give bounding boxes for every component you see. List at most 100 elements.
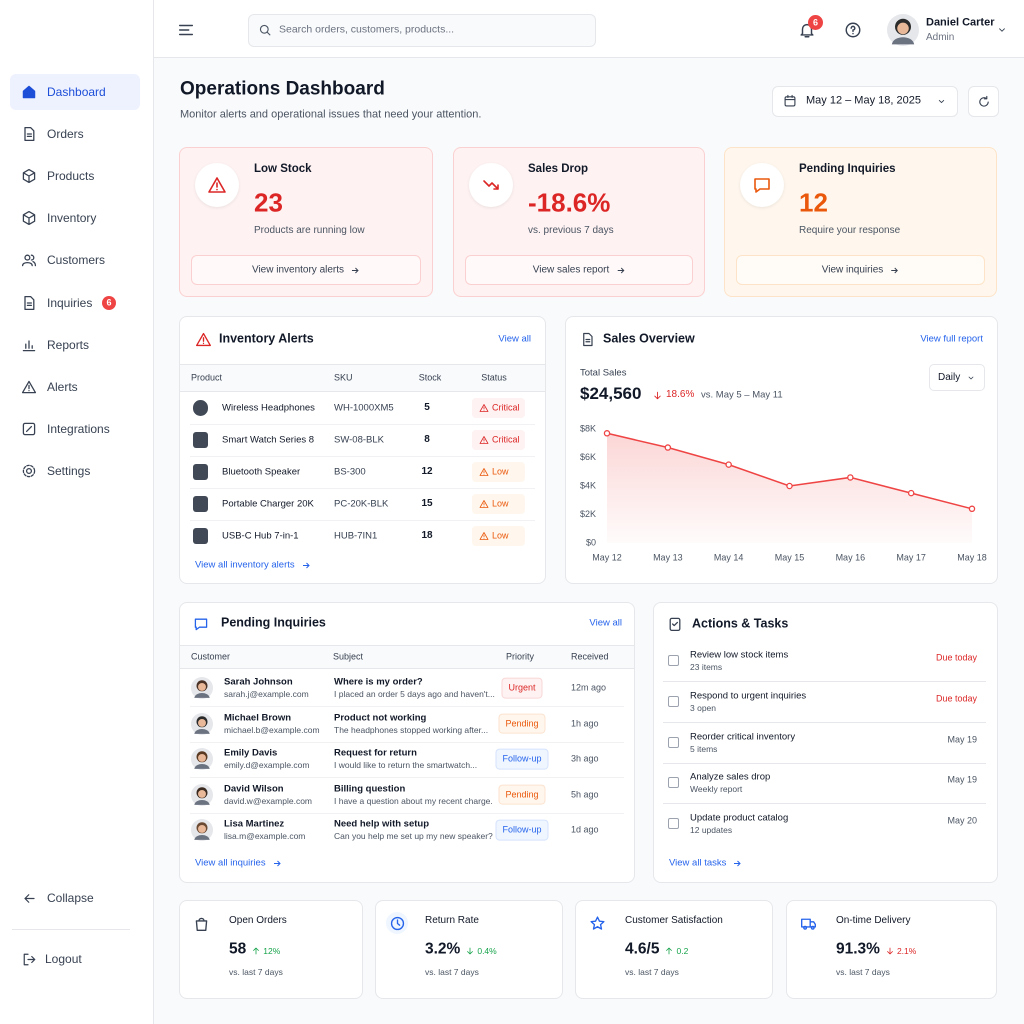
nav-item[interactable]: Alerts [47, 379, 78, 394]
view-all[interactable]: View all [589, 618, 622, 629]
trend-arrow-shape [653, 391, 661, 399]
alert-icon [754, 178, 770, 193]
tasks-icon [669, 617, 681, 632]
collapse[interactable]: Collapse [47, 890, 94, 905]
view-all-text[interactable]: View all [498, 333, 531, 345]
alert-link-text[interactable]: View inventory alerts [251, 264, 345, 276]
refresh-icon-shape [978, 95, 989, 107]
view-all-text[interactable]: View all [589, 617, 622, 629]
sidebar [0, 0, 154, 1024]
sales-icon [582, 332, 593, 346]
task-checkbox[interactable] [668, 777, 679, 789]
column-header: SKU [334, 372, 353, 383]
help-button-shape [850, 25, 856, 35]
table-footer-link[interactable]: View all tasks [669, 858, 742, 869]
column-header: Received [571, 651, 609, 662]
kpi-title: On-time Delivery [836, 915, 911, 926]
task-title: Respond to urgent inquiries [690, 690, 807, 702]
table-footer-link-text[interactable]: View all inquiries [195, 857, 266, 869]
kpi-change: 12% [263, 945, 281, 956]
task-checkbox[interactable] [668, 818, 679, 830]
panel-title: Sales Overview [603, 331, 695, 346]
task-checkbox[interactable] [668, 736, 679, 748]
view-all[interactable]: View all [498, 334, 531, 345]
nav-icon-shape [21, 380, 37, 393]
nav-icon-shape [22, 464, 36, 478]
alert-icon [483, 180, 499, 190]
kpi-trend-arrow [253, 947, 260, 955]
product-thumb [193, 528, 208, 544]
status-badge [472, 494, 525, 514]
avatar-shape [194, 763, 210, 769]
alert-link[interactable]: View inquiries [822, 265, 900, 276]
refresh-button[interactable] [968, 86, 999, 117]
date-picker[interactable] [772, 86, 958, 117]
kpi-value: 91.3% [836, 940, 880, 958]
page-title: Operations Dashboard [180, 78, 385, 100]
alert-link-button[interactable] [465, 255, 693, 285]
nav-item[interactable]: Inventory [47, 211, 97, 226]
search-box[interactable] [248, 14, 596, 47]
alert-icon-shape [754, 178, 770, 193]
status-badge [472, 398, 525, 418]
kpi-icon [195, 917, 207, 931]
alert-link[interactable]: View inventory alerts [252, 265, 360, 276]
tasks-icon-shape [671, 621, 679, 627]
task-title: Reorder critical inventory [690, 730, 796, 742]
status-icon [479, 468, 489, 476]
alert-link[interactable]: View sales report [533, 265, 626, 276]
column-header: Customer [191, 651, 231, 662]
logout[interactable]: Logout [45, 951, 82, 966]
arrow-icon [891, 267, 898, 273]
alert-title: Pending Inquiries [799, 163, 896, 176]
alert-link-text[interactable]: View sales report [532, 264, 610, 276]
row-divider [190, 777, 624, 778]
kpi-card [575, 900, 773, 999]
table-footer-link[interactable]: View all inventory alerts [195, 560, 311, 571]
alert-value: 23 [254, 187, 283, 218]
row-divider [663, 721, 986, 723]
row-divider [190, 520, 535, 521]
task-due: May 20 [947, 815, 977, 826]
nav-item[interactable]: Inquiries [47, 295, 93, 310]
nav-icon [21, 380, 37, 393]
received: 3h ago [571, 753, 599, 764]
status-icon-shape [479, 436, 489, 444]
inquiry-preview: I placed an order 5 days ago and haven't… [334, 688, 495, 699]
view-full-report[interactable]: View full report [920, 334, 983, 345]
column-header: Product [191, 372, 223, 383]
nav-item[interactable]: Customers [47, 253, 106, 268]
status: Critical [492, 434, 520, 445]
nav-item[interactable]: Integrations [47, 421, 110, 436]
nav-item[interactable]: Dashboard [47, 84, 106, 99]
alert-link-button[interactable] [736, 255, 985, 285]
alert-link-button[interactable] [191, 255, 421, 285]
kpi-icon-shape [810, 925, 815, 930]
nav-item[interactable]: Products [47, 168, 95, 183]
view-full-report-text[interactable]: View full report [920, 333, 983, 345]
customer-email: emily.d@example.com [224, 759, 310, 770]
table-footer-link-text[interactable]: View all inventory alerts [195, 559, 295, 571]
avatar [191, 712, 213, 735]
nav-item[interactable]: Orders [47, 126, 84, 141]
customer-email: sarah.j@example.com [224, 688, 309, 699]
kpi-trend-arrow-shape [887, 947, 893, 955]
column-header: Subject [333, 651, 364, 662]
task-checkbox[interactable] [668, 695, 679, 707]
status-badge [472, 430, 525, 450]
page-subtitle: Monitor alerts and operational issues th… [180, 108, 482, 121]
arrow-icon [302, 562, 310, 568]
table-footer-link-text[interactable]: View all tasks [669, 857, 727, 869]
sidebar-divider [12, 929, 130, 930]
kpi-title: Open Orders [229, 915, 287, 926]
nav-item[interactable]: Reports [47, 337, 90, 352]
period-select[interactable] [929, 364, 985, 391]
alert-link-text[interactable]: View inquiries [821, 264, 884, 276]
task-checkbox[interactable] [668, 655, 679, 666]
nav-item[interactable]: Settings [47, 463, 91, 478]
table-footer-link[interactable]: View all inquiries [195, 858, 282, 869]
alert-value: -18.6% [528, 187, 611, 218]
avatar [191, 748, 213, 770]
received: 1d ago [571, 824, 599, 835]
